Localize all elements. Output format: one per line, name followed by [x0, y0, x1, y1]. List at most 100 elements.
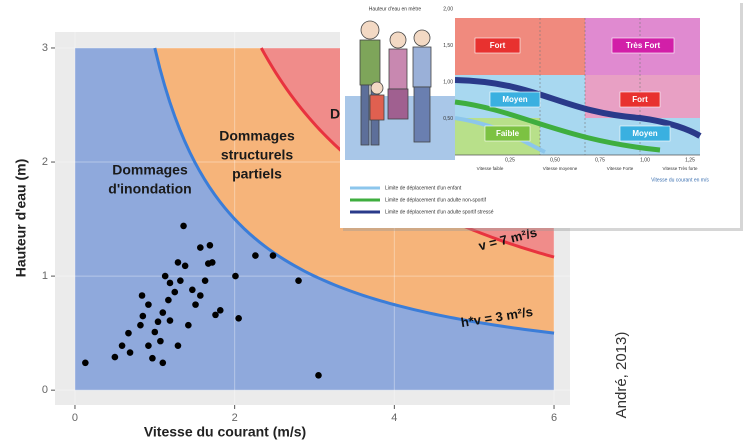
- skirt: [387, 88, 409, 120]
- data-point: [235, 315, 242, 322]
- inset-x-tick-label: 0,50: [550, 157, 560, 163]
- inset-cell-badge: [474, 37, 521, 54]
- inset-y-tick-label: 0,50: [443, 116, 453, 122]
- region-label: partiels: [232, 166, 282, 182]
- data-point: [126, 349, 134, 356]
- y-tick-label: 0: [42, 384, 48, 396]
- x-tick-label: 0: [72, 412, 78, 424]
- data-point: [295, 277, 302, 284]
- data-point: [185, 321, 192, 329]
- inset-cell-label: Fort: [632, 95, 648, 104]
- inset-cell-badge: [619, 91, 661, 108]
- data-point: [269, 252, 277, 259]
- data-point: [232, 272, 239, 280]
- data-point: [216, 307, 224, 314]
- body: [388, 48, 408, 90]
- data-point: [125, 329, 132, 337]
- data-point: [159, 309, 167, 316]
- data-point: [197, 292, 204, 299]
- inset-cell-badge: [484, 125, 531, 142]
- threshold-curve: [153, 47, 555, 335]
- inset-x-tick-label: 1,00: [640, 157, 650, 163]
- inset-cell-badge: [619, 125, 671, 142]
- data-point: [166, 317, 174, 324]
- inset-x-tick-label: 0,25: [505, 157, 515, 163]
- head: [389, 31, 407, 49]
- data-point: [206, 242, 214, 249]
- inset-cell-badge: [611, 37, 675, 54]
- inset-title: Hauteur d'eau en mètre: [369, 6, 422, 12]
- head: [360, 20, 380, 40]
- data-point: [82, 359, 89, 367]
- head: [370, 81, 384, 95]
- inset-y-tick-label: 1,00: [443, 79, 453, 85]
- inset-legend-label: Limite de déplacement d'un adulte sporti…: [385, 209, 494, 215]
- inset-legend-label: Limite de déplacement d'un enfant: [385, 185, 462, 191]
- inset: Hauteur d'eau en mètre 2,00 1,50 1,00 0,50 0,…: [340, 0, 743, 231]
- x-axis-title: Vitesse du courant (m/s): [144, 424, 306, 440]
- data-point: [252, 252, 259, 259]
- body: [359, 39, 381, 86]
- body: [369, 94, 385, 121]
- inset-y-tick-label: 1,50: [443, 43, 453, 49]
- inset-legend-label: Limite de déplacement d'un adulte non-sp…: [385, 197, 487, 203]
- data-point: [171, 288, 179, 296]
- region-label: D: [330, 106, 340, 122]
- region-label: structurels: [221, 147, 294, 163]
- data-point: [139, 312, 147, 320]
- inset-cell-label: Moyen: [502, 95, 527, 104]
- y-tick-label: 2: [42, 156, 48, 168]
- inset-dividers: [539, 18, 641, 155]
- data-point: [161, 272, 169, 280]
- x-tick-label: 4: [391, 412, 397, 424]
- data-point: [145, 301, 152, 308]
- data-point: [137, 321, 144, 329]
- inset-category: Vitesse moyenne: [543, 166, 578, 171]
- body: [412, 46, 432, 88]
- data-point: [192, 301, 199, 308]
- inset-cell-label: Très Fort: [626, 41, 661, 50]
- head: [413, 29, 431, 47]
- inset-x-tick-label: 1,25: [685, 157, 695, 163]
- data-point: [165, 296, 172, 304]
- inset-x-tick-label: 0,75: [595, 157, 605, 163]
- data-point: [189, 286, 196, 294]
- inset-y-tick-label: 2,00: [443, 6, 453, 12]
- inset-category: Vitesse faible: [477, 166, 504, 171]
- inset-cell-label: Faible: [496, 129, 520, 138]
- data-point: [174, 342, 182, 349]
- data-point: [154, 318, 162, 326]
- x-tick-label: 6: [551, 412, 557, 424]
- data-point: [149, 354, 156, 362]
- data-point: [151, 328, 159, 336]
- data-point: [138, 292, 146, 299]
- family-illustration: [359, 20, 432, 146]
- data-point: [181, 262, 189, 270]
- inset-cell-badge: [489, 91, 541, 108]
- region-label: Dommages: [219, 128, 295, 144]
- inset-x-title: Vitesse du courant en m/s: [651, 177, 709, 183]
- skirt: [413, 86, 431, 143]
- data-point: [177, 277, 184, 284]
- source: André, 2013): [613, 332, 630, 419]
- data-point: [197, 244, 204, 251]
- inset-cell-label: Moyen: [632, 129, 657, 138]
- data-point: [166, 279, 174, 287]
- data-point: [111, 353, 119, 361]
- data-point: [174, 259, 182, 266]
- data-point: [201, 277, 209, 284]
- leg: [360, 84, 370, 146]
- inset-category: Vitesse Forte: [607, 166, 634, 171]
- y-tick-label: 1: [42, 270, 48, 282]
- y-axis-title: Hauteur d'eau (m): [13, 159, 29, 277]
- data-point: [118, 342, 126, 349]
- data-point: [180, 222, 187, 230]
- inset-category: Vitesse Très forte: [663, 166, 698, 171]
- data-point: [315, 372, 322, 379]
- region-label: d'inondation: [108, 181, 191, 197]
- y-tick-label: 3: [42, 42, 48, 54]
- data-point: [159, 359, 167, 367]
- data-point: [157, 337, 164, 345]
- data-point: [145, 342, 152, 349]
